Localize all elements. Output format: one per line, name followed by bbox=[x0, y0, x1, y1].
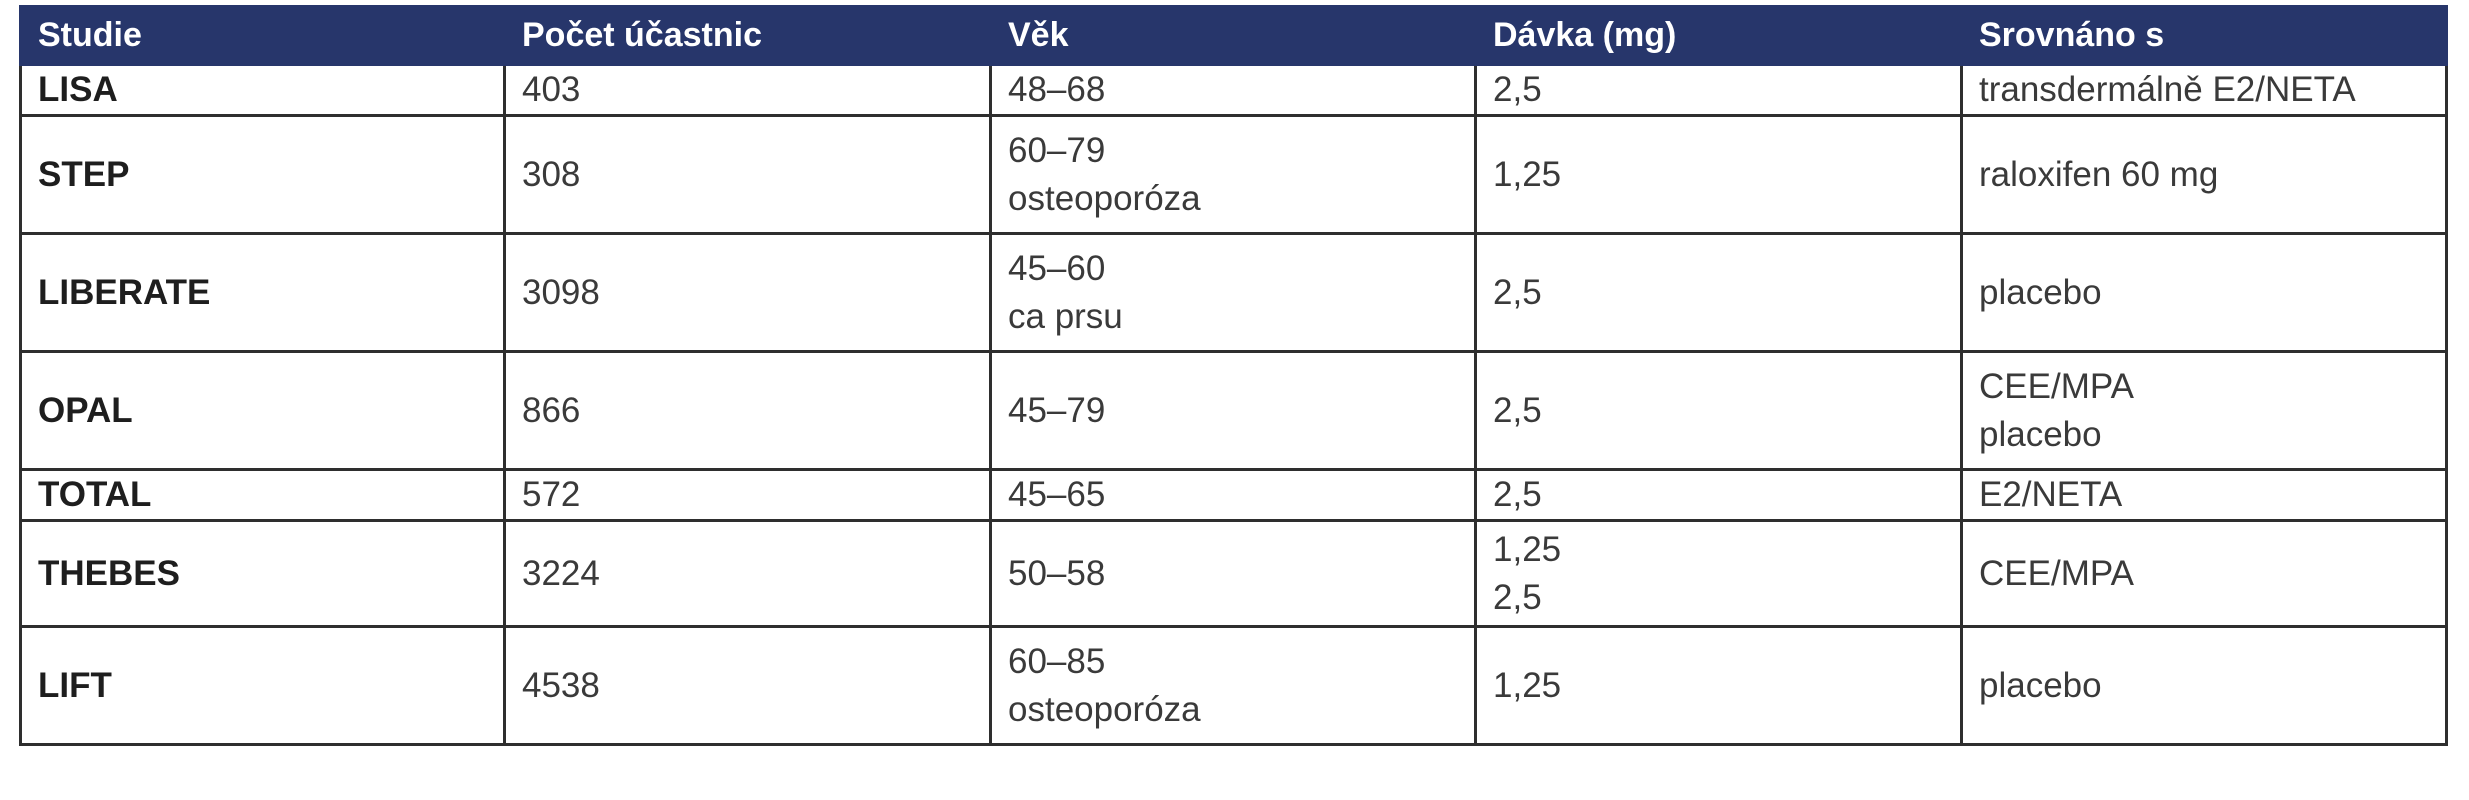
cell-pocet: 572 bbox=[503, 468, 992, 522]
cell-line: 2,5 bbox=[1493, 475, 1542, 514]
cell-line: 45–65 bbox=[1008, 475, 1106, 514]
cell-srovnano: CEE/MPA bbox=[1960, 519, 2448, 628]
cell-pocet: 4538 bbox=[503, 625, 992, 746]
cell-line: 45–60 bbox=[1008, 248, 1106, 288]
cell-line: E2/NETA bbox=[1979, 475, 2123, 514]
table-row: TOTAL 572 45–65 2,5 E2/NETA bbox=[19, 468, 2448, 522]
table-row: LIFT 4538 60–85 osteoporóza 1,25 placebo bbox=[19, 625, 2448, 746]
cell-line: CEE/MPA bbox=[1979, 553, 2134, 593]
cell-vek: 60–85 osteoporóza bbox=[989, 625, 1477, 746]
column-header-vek: Věk bbox=[989, 5, 1477, 66]
cell-line: osteoporóza bbox=[1008, 689, 1201, 729]
cell-line: 48–68 bbox=[1008, 70, 1106, 109]
cell-vek: 48–68 bbox=[989, 63, 1477, 117]
cell-davka: 2,5 bbox=[1474, 350, 1963, 471]
cell-davka: 2,5 bbox=[1474, 468, 1963, 522]
cell-studie: STEP bbox=[19, 114, 506, 235]
cell-line: osteoporóza bbox=[1008, 178, 1201, 218]
cell-line: placebo bbox=[1979, 665, 2102, 705]
cell-line: 2,5 bbox=[1493, 272, 1542, 312]
cell-pocet: 866 bbox=[503, 350, 992, 471]
table-row: OPAL 866 45–79 2,5 CEE/MPA placebo bbox=[19, 350, 2448, 471]
cell-srovnano: CEE/MPA placebo bbox=[1960, 350, 2448, 471]
cell-line: raloxifen 60 mg bbox=[1979, 154, 2219, 194]
cell-line: 2,5 bbox=[1493, 70, 1542, 109]
cell-line: 50–58 bbox=[1008, 553, 1106, 593]
cell-srovnano: placebo bbox=[1960, 625, 2448, 746]
column-header-pocet-ucastnic: Počet účastnic bbox=[503, 5, 992, 66]
cell-line: 2,5 bbox=[1493, 577, 1542, 617]
cell-pocet: 3224 bbox=[503, 519, 992, 628]
cell-line: CEE/MPA bbox=[1979, 366, 2134, 406]
cell-studie: LIBERATE bbox=[19, 232, 506, 353]
header-row: Studie Počet účastnic Věk Dávka (mg) Sro… bbox=[19, 5, 2448, 66]
cell-vek: 45–60 ca prsu bbox=[989, 232, 1477, 353]
cell-line: 1,25 bbox=[1493, 154, 1562, 194]
cell-line: placebo bbox=[1979, 272, 2102, 312]
cell-line: transdermálně E2/NETA bbox=[1979, 70, 2356, 109]
cell-srovnano: transdermálně E2/NETA bbox=[1960, 63, 2448, 117]
cell-davka: 1,25 bbox=[1474, 114, 1963, 235]
cell-line: 2,5 bbox=[1493, 390, 1542, 430]
cell-vek: 45–65 bbox=[989, 468, 1477, 522]
cell-studie: OPAL bbox=[19, 350, 506, 471]
cell-davka: 2,5 bbox=[1474, 232, 1963, 353]
table-row: LIBERATE 3098 45–60 ca prsu 2,5 placebo bbox=[19, 232, 2448, 353]
cell-srovnano: raloxifen 60 mg bbox=[1960, 114, 2448, 235]
cell-studie: TOTAL bbox=[19, 468, 506, 522]
cell-pocet: 308 bbox=[503, 114, 992, 235]
cell-line: 1,25 bbox=[1493, 529, 1562, 569]
cell-vek: 45–79 bbox=[989, 350, 1477, 471]
cell-studie: LIFT bbox=[19, 625, 506, 746]
cell-srovnano: placebo bbox=[1960, 232, 2448, 353]
column-header-davka: Dávka (mg) bbox=[1474, 5, 1963, 66]
column-header-studie: Studie bbox=[19, 5, 506, 66]
cell-line: 60–79 bbox=[1008, 130, 1106, 170]
cell-line: placebo bbox=[1979, 414, 2102, 454]
cell-line: 60–85 bbox=[1008, 641, 1106, 681]
table-row: THEBES 3224 50–58 1,25 2,5 CEE/MPA bbox=[19, 519, 2448, 628]
cell-pocet: 403 bbox=[503, 63, 992, 117]
cell-vek: 50–58 bbox=[989, 519, 1477, 628]
cell-studie: THEBES bbox=[19, 519, 506, 628]
table-row: STEP 308 60–79 osteoporóza 1,25 raloxife… bbox=[19, 114, 2448, 235]
cell-studie: LISA bbox=[19, 63, 506, 117]
cell-line: ca prsu bbox=[1008, 296, 1123, 336]
cell-davka: 1,25 bbox=[1474, 625, 1963, 746]
cell-pocet: 3098 bbox=[503, 232, 992, 353]
column-header-srovnano-s: Srovnáno s bbox=[1960, 5, 2448, 66]
cell-vek: 60–79 osteoporóza bbox=[989, 114, 1477, 235]
cell-davka: 1,25 2,5 bbox=[1474, 519, 1963, 628]
cell-srovnano: E2/NETA bbox=[1960, 468, 2448, 522]
table-row: LISA 403 48–68 2,5 transdermálně E2/NETA bbox=[19, 63, 2448, 117]
cell-line: 1,25 bbox=[1493, 665, 1562, 705]
cell-davka: 2,5 bbox=[1474, 63, 1963, 117]
studies-table: Studie Počet účastnic Věk Dávka (mg) Sro… bbox=[19, 5, 2448, 746]
cell-line: 45–79 bbox=[1008, 390, 1106, 430]
